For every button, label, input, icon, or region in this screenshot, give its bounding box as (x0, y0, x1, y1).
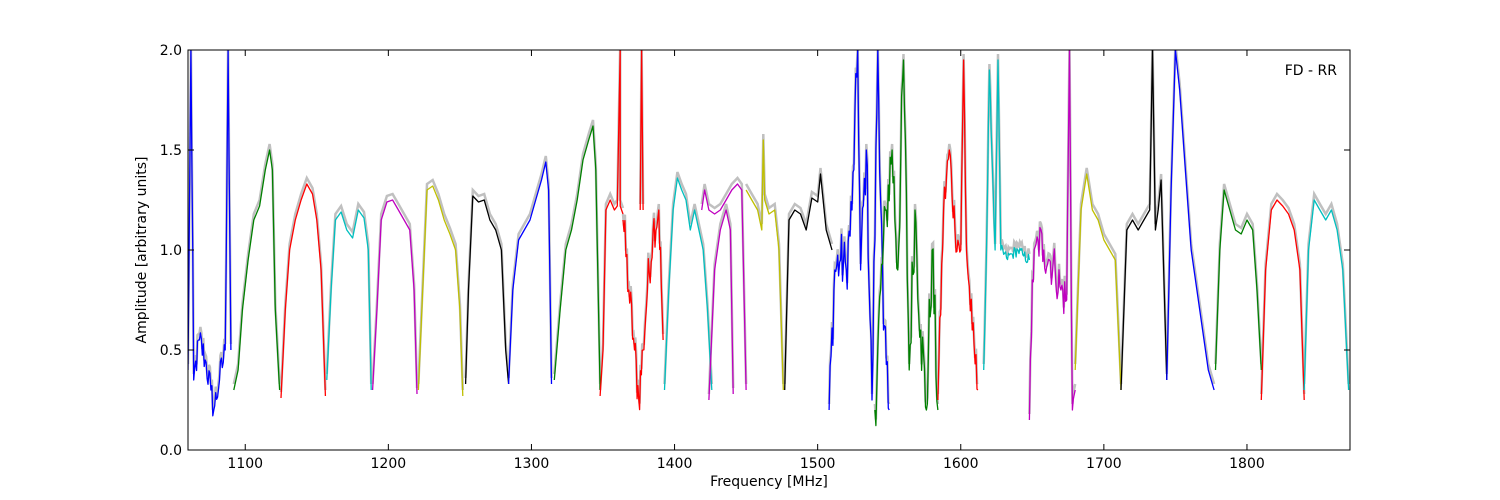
x-tick-label: 1200 (371, 456, 407, 472)
series-line-14 (708, 209, 734, 401)
series-line-26 (1260, 199, 1305, 401)
series-line-11 (639, 50, 644, 211)
y-axis-title: Amplitude [arbitrary units] (134, 157, 150, 344)
series-line-8 (553, 125, 601, 391)
y-tick-label: 1.0 (160, 243, 182, 259)
background-trace-27 (1302, 190, 1350, 385)
series-line-9 (599, 50, 624, 397)
series-line-0 (188, 50, 232, 417)
plot-area: 1100 1200 1300 1400 1500 1600 1700 1800 0.0 0.5 1… (160, 43, 1351, 472)
series-line-27 (1303, 199, 1350, 391)
y-tick-label: 1.5 (160, 143, 182, 159)
series-line-23 (1120, 50, 1168, 391)
series-line-18 (874, 59, 939, 427)
series-line-3 (326, 209, 372, 391)
series-line-7 (507, 161, 553, 385)
x-tick-label: 1400 (657, 456, 693, 472)
series-line-13 (701, 183, 747, 391)
series-line-6 (464, 195, 510, 385)
series-line-19 (937, 59, 979, 401)
series-line-5 (417, 185, 464, 397)
series-line-1 (233, 149, 281, 391)
background-trace-19 (936, 53, 979, 395)
x-tick-label: 1700 (1086, 456, 1122, 472)
series-line-17 (828, 50, 890, 411)
x-tick-label: 1300 (514, 456, 550, 472)
background-trace-13 (700, 176, 748, 385)
series-layer (188, 50, 1350, 427)
series-line-2 (280, 183, 327, 399)
series-line-22 (1074, 173, 1122, 391)
x-tick-label: 1500 (800, 456, 836, 472)
series-line-16 (784, 173, 833, 391)
x-tick-label: 1600 (943, 456, 979, 472)
x-axis-title: Frequency [MHz] (710, 474, 828, 490)
y-tick-label: 2.0 (160, 43, 182, 59)
series-line-4 (371, 199, 418, 395)
y-tick-label: 0.5 (160, 343, 182, 359)
series-line-10 (622, 209, 664, 411)
series-line-25 (1214, 189, 1262, 371)
series-line-15 (745, 139, 784, 391)
series-line-12 (663, 177, 713, 391)
x-tick-label: 1800 (1229, 456, 1265, 472)
series-line-24 (1166, 50, 1215, 391)
background-trace-22 (1073, 167, 1123, 385)
series-line-21 (1028, 50, 1076, 421)
y-axis: 0.0 0.5 1.0 1.5 2.0 (160, 43, 1350, 459)
plot-annotation: FD - RR (1285, 63, 1338, 79)
series-line-20 (983, 59, 1031, 371)
x-tick-label: 1100 (227, 456, 263, 472)
x-axis: 1100 1200 1300 1400 1500 1600 1700 1800 (227, 50, 1265, 472)
y-tick-label: 0.0 (160, 443, 182, 459)
